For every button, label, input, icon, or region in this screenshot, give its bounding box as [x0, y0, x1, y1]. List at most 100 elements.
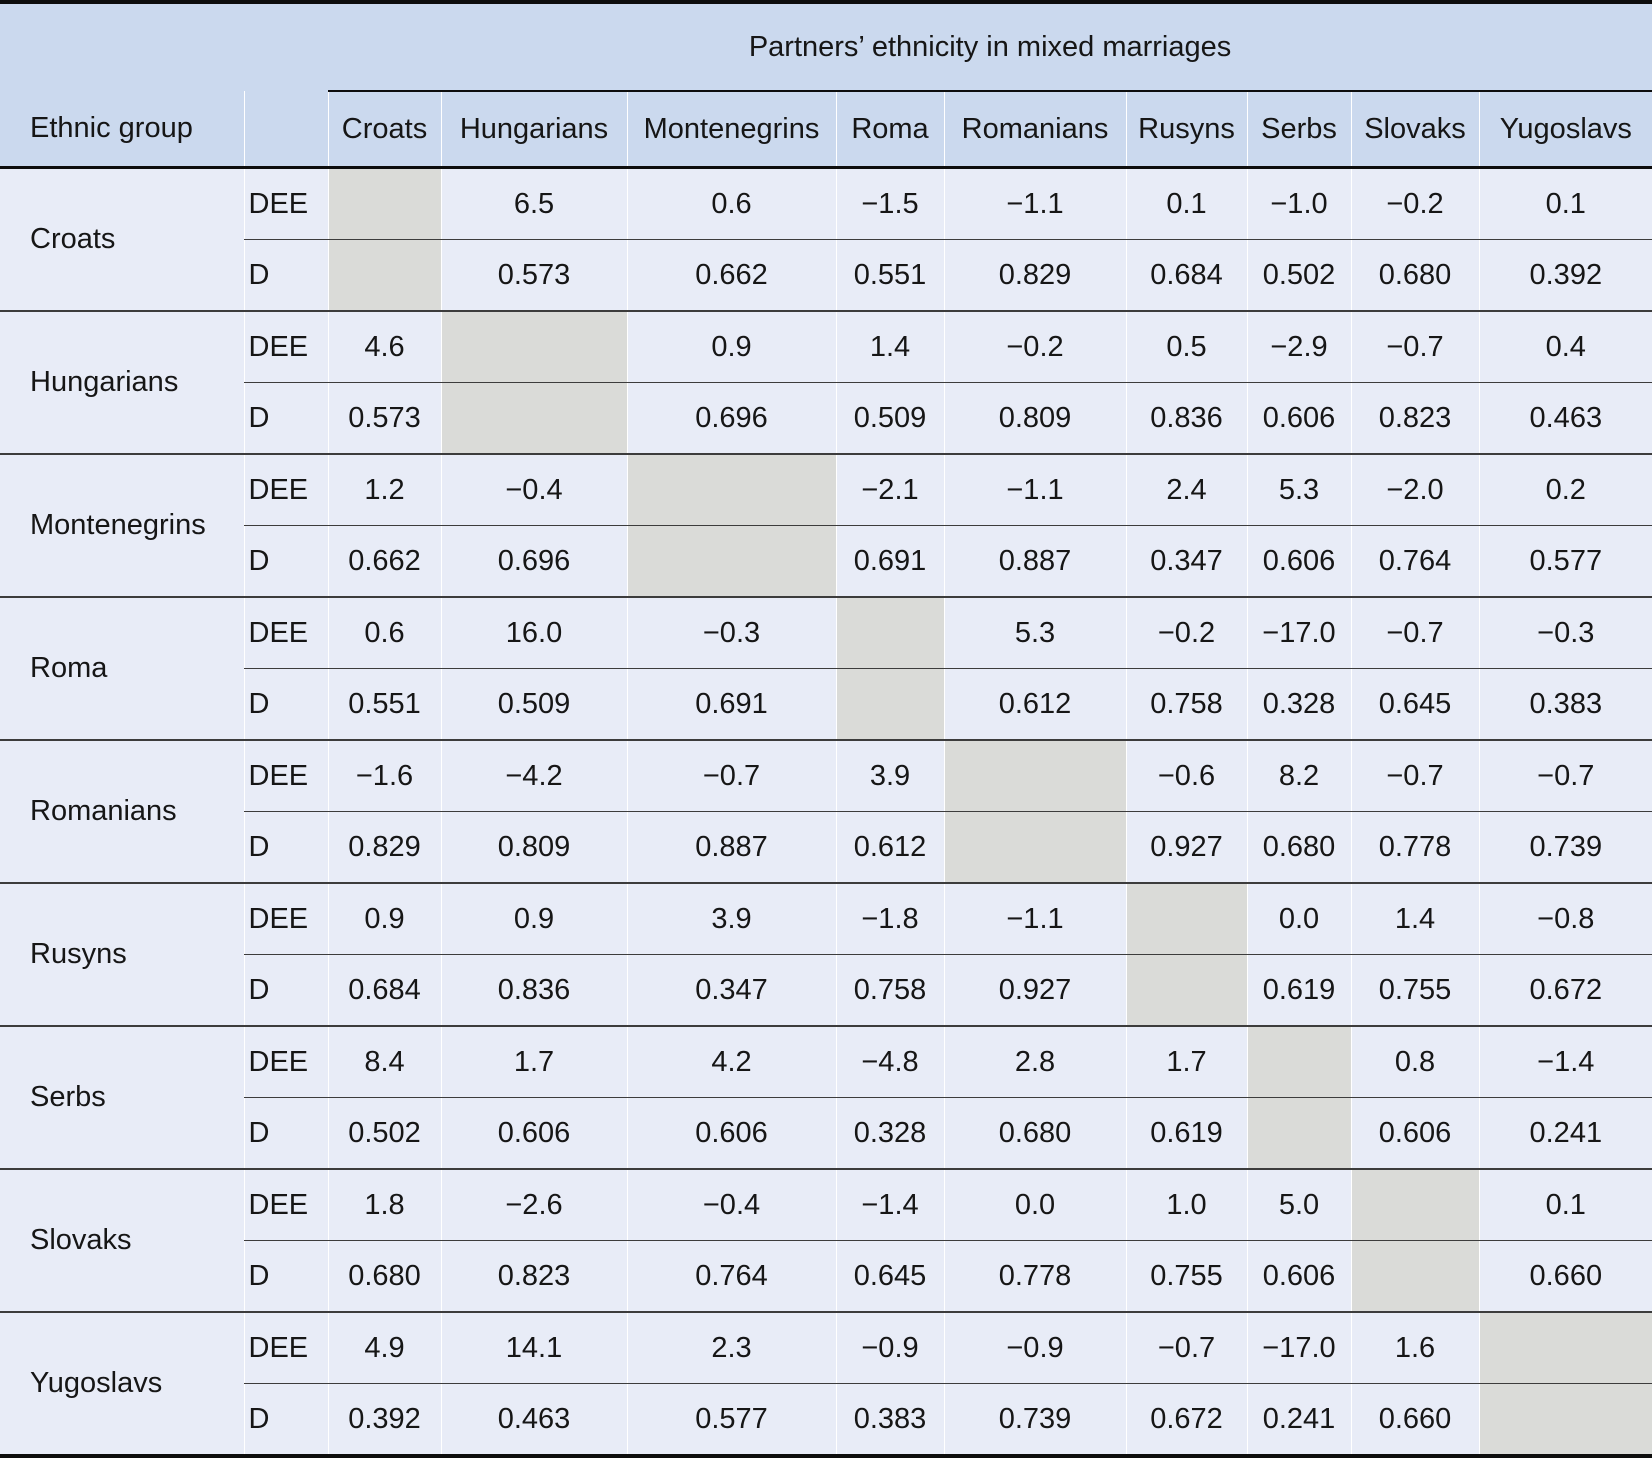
value-cell-d: 0.606: [1350, 1097, 1479, 1169]
column-header-montenegrins: Montenegrins: [626, 91, 836, 169]
table-row: D 0.829 0.809 0.887 0.612 0.927 0.680 0.778 0.73…: [0, 811, 1652, 883]
diagonal-cell: [943, 811, 1126, 883]
value-cell-dee: 0.9: [327, 882, 441, 955]
measure-label-d: D: [243, 954, 328, 1026]
value-cell-dee: 0.6: [327, 596, 441, 669]
value-cell-dee: 14.1: [440, 1311, 627, 1384]
measure-label-d: D: [243, 525, 328, 597]
value-cell-d: 0.755: [1125, 1240, 1247, 1312]
value-cell-dee: 0.1: [1125, 167, 1247, 240]
table-row: Yugoslavs DEE 4.9 14.1 2.3 −0.9 −0.9 −0.7 −17.0 1…: [0, 1311, 1652, 1456]
spanner-title-row: Partners’ ethnicity in mixed marriages: [0, 2, 1652, 92]
table-row: D 0.680 0.823 0.764 0.645 0.778 0.755 0.606 0.66…: [0, 1240, 1652, 1312]
diagonal-cell: [1478, 1311, 1652, 1384]
value-cell-dee: −0.7: [1350, 596, 1479, 669]
value-cell-dee: −2.9: [1246, 310, 1351, 383]
measure-label-d: D: [243, 1097, 328, 1169]
table-row: D 0.684 0.836 0.347 0.758 0.927 0.619 0.755 0.67…: [0, 954, 1652, 1026]
value-cell-d: 0.551: [327, 668, 441, 740]
value-cell-dee: −0.3: [1478, 596, 1652, 669]
value-cell-dee: −1.8: [835, 882, 944, 955]
value-cell-dee: −0.7: [1350, 739, 1479, 812]
value-cell-dee: −1.4: [1478, 1025, 1652, 1098]
value-cell-d: 0.502: [1246, 239, 1351, 311]
value-cell-d: 0.463: [440, 1383, 627, 1456]
value-cell-d: 0.383: [1478, 668, 1652, 740]
value-cell-dee: 0.0: [943, 1168, 1126, 1241]
value-cell-dee: 5.3: [1246, 453, 1351, 526]
measure-label-dee: DEE: [243, 453, 328, 526]
group-label: Roma: [0, 596, 244, 740]
value-cell-d: 0.606: [626, 1097, 836, 1169]
table-body: Croats DEE 6.5 0.6 −1.5 −1.1 0.1 −1.0 −0.2 0.1 D 0.…: [0, 167, 1652, 1456]
value-cell-dee: 2.3: [626, 1311, 836, 1384]
diagonal-cell: [1246, 1097, 1351, 1169]
value-cell-d: 0.606: [1246, 1240, 1351, 1312]
table-row: Hungarians DEE 4.6 0.9 1.4 −0.2 0.5 −2.9 −0.7 0.4: [0, 310, 1652, 454]
diagonal-cell: [943, 739, 1126, 812]
measure-label-dee: DEE: [243, 739, 328, 812]
value-cell-dee: −0.7: [1478, 739, 1652, 812]
value-cell-dee: 0.0: [1246, 882, 1351, 955]
value-cell-d: 0.509: [440, 668, 627, 740]
measure-label-dee: DEE: [243, 596, 328, 669]
value-cell-d: 0.328: [1246, 668, 1351, 740]
table-row: D 0.662 0.696 0.691 0.887 0.347 0.606 0.764 0.57…: [0, 525, 1652, 597]
value-cell-d: 0.392: [327, 1383, 441, 1456]
table-header: Partners’ ethnicity in mixed marriages E…: [0, 2, 1652, 169]
value-cell-d: 0.778: [1350, 811, 1479, 883]
value-cell-d: 0.764: [626, 1240, 836, 1312]
value-cell-dee: −17.0: [1246, 596, 1351, 669]
value-cell-d: 0.739: [1478, 811, 1652, 883]
group-label: Montenegrins: [0, 453, 244, 597]
value-cell-dee: −0.7: [626, 739, 836, 812]
value-cell-d: 0.619: [1246, 954, 1351, 1026]
value-cell-d: 0.887: [943, 525, 1126, 597]
value-cell-d: 0.509: [835, 382, 944, 454]
table-row: Roma DEE 0.6 16.0 −0.3 5.3 −0.2 −17.0 −0.7 −0.3: [0, 596, 1652, 740]
value-cell-d: 0.612: [943, 668, 1126, 740]
table-row: D 0.502 0.606 0.606 0.328 0.680 0.619 0.606 0.24…: [0, 1097, 1652, 1169]
value-cell-d: 0.829: [327, 811, 441, 883]
measure-label-d: D: [243, 382, 328, 454]
diagonal-cell: [1125, 954, 1247, 1026]
value-cell-d: 0.680: [1246, 811, 1351, 883]
value-cell-d: 0.347: [1125, 525, 1247, 597]
value-cell-dee: 0.1: [1478, 167, 1652, 240]
table-row: Croats DEE 6.5 0.6 −1.5 −1.1 0.1 −1.0 −0.2 0.1: [0, 167, 1652, 311]
value-cell-dee: 1.7: [440, 1025, 627, 1098]
value-cell-d: 0.383: [835, 1383, 944, 1456]
value-cell-dee: −17.0: [1246, 1311, 1351, 1384]
group-label: Croats: [0, 167, 244, 311]
group-label: Rusyns: [0, 882, 244, 1026]
value-cell-d: 0.662: [626, 239, 836, 311]
table-row: D 0.573 0.696 0.509 0.809 0.836 0.606 0.823 0.46…: [0, 382, 1652, 454]
value-cell-dee: 0.8: [1350, 1025, 1479, 1098]
value-cell-d: 0.241: [1246, 1383, 1351, 1456]
value-cell-d: 0.809: [943, 382, 1126, 454]
value-cell-d: 0.612: [835, 811, 944, 883]
value-cell-dee: −1.4: [835, 1168, 944, 1241]
value-cell-d: 0.755: [1350, 954, 1479, 1026]
value-cell-d: 0.463: [1478, 382, 1652, 454]
value-cell-dee: 1.8: [327, 1168, 441, 1241]
value-cell-dee: 1.6: [1350, 1311, 1479, 1384]
value-cell-d: 0.577: [626, 1383, 836, 1456]
value-cell-dee: −2.1: [835, 453, 944, 526]
value-cell-dee: −1.1: [943, 453, 1126, 526]
value-cell-d: 0.836: [440, 954, 627, 1026]
value-cell-d: 0.573: [327, 382, 441, 454]
measure-label-dee: DEE: [243, 1311, 328, 1384]
value-cell-d: 0.696: [440, 525, 627, 597]
value-cell-dee: 4.2: [626, 1025, 836, 1098]
table-row: D 0.551 0.509 0.691 0.612 0.758 0.328 0.645 0.38…: [0, 668, 1652, 740]
table-row: Romanians DEE −1.6 −4.2 −0.7 3.9 −0.6 8.2 −0.7 −0…: [0, 739, 1652, 883]
group-label: Slovaks: [0, 1168, 244, 1312]
value-cell-dee: 2.4: [1125, 453, 1247, 526]
value-cell-dee: 3.9: [835, 739, 944, 812]
group-label: Hungarians: [0, 310, 244, 454]
value-cell-dee: 0.9: [440, 882, 627, 955]
measure-label-dee: DEE: [243, 882, 328, 955]
column-header-rusyns: Rusyns: [1125, 91, 1247, 169]
value-cell-dee: 8.2: [1246, 739, 1351, 812]
